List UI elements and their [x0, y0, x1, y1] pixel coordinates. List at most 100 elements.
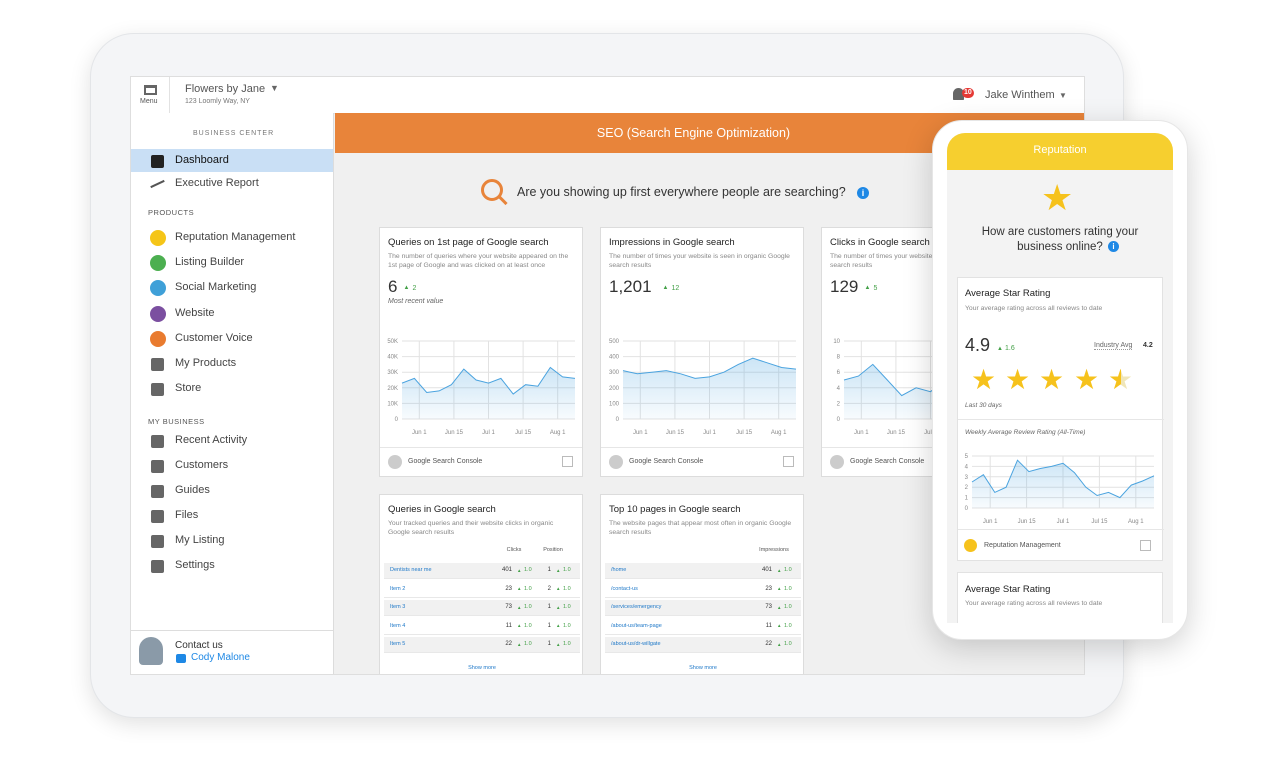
open-icon[interactable]	[783, 456, 794, 467]
nav-item[interactable]: Files	[175, 509, 199, 521]
divider	[131, 630, 333, 631]
cell-value: 73	[765, 604, 772, 611]
nav-item[interactable]: Reputation Management	[175, 231, 296, 243]
card-footer[interactable]: Reputation Management	[984, 542, 1061, 549]
y-tick-label: 4	[837, 386, 841, 392]
card-description: The website pages that appear most often…	[609, 520, 792, 536]
nav-item[interactable]: My Listing	[175, 534, 225, 546]
nav-item[interactable]: Guides	[175, 484, 210, 496]
y-tick-label: 500	[609, 339, 620, 345]
row-label[interactable]: /contact-us	[611, 585, 638, 592]
divider	[169, 77, 170, 113]
cell-value: 22	[765, 641, 772, 648]
cell-value: 23	[505, 585, 512, 592]
row-label[interactable]: Item 2	[390, 585, 406, 592]
up-arrow: ▲	[517, 604, 522, 610]
phone-header-title: Reputation	[1033, 144, 1087, 156]
top-bar	[131, 77, 1084, 114]
divider	[822, 447, 1024, 448]
nav-icon	[150, 305, 166, 322]
y-tick-label: 2	[965, 485, 969, 491]
card-description: Your tracked queries and their website c…	[388, 520, 554, 536]
metric-card: Queries on 1st page of Google search The …	[379, 227, 583, 477]
nav-item[interactable]: Customers	[175, 459, 229, 471]
card-footer[interactable]: Google Search Console	[629, 458, 704, 465]
y-tick-label: 0	[616, 417, 620, 423]
show-more[interactable]: Show more	[689, 665, 717, 671]
nav-icon	[150, 330, 166, 347]
cell-value: 401	[501, 567, 512, 573]
up-arrow: ▲	[556, 586, 561, 592]
show-more[interactable]: Show more	[468, 665, 496, 671]
row-label[interactable]: Item 5	[390, 641, 406, 648]
cell-value: 11	[765, 622, 772, 629]
nav-item[interactable]: My Products	[175, 357, 237, 369]
up-arrow: ▲	[997, 346, 1003, 352]
star: ★	[1039, 364, 1065, 395]
nav-item[interactable]: Customer Voice	[175, 331, 253, 344]
user-name[interactable]: Jake Winthem	[985, 89, 1055, 101]
y-tick-label: 6	[837, 370, 841, 376]
card-title: Top 10 pages in Google search	[609, 504, 741, 515]
cell-value: 1	[547, 622, 551, 629]
menu-label: Menu	[140, 98, 158, 105]
x-tick-label: Jul 15	[736, 430, 753, 436]
bell-icon[interactable]	[953, 88, 964, 100]
y-tick-label: 30K	[387, 370, 398, 376]
row-label[interactable]: Item 3	[390, 604, 406, 611]
nav-item[interactable]: Settings	[175, 559, 215, 571]
cell-change: 1.0	[524, 585, 532, 592]
phone-question: How are customers rating your business o…	[981, 226, 1139, 253]
phone: Reputation ★ How are customers rating your…	[932, 120, 1188, 640]
card-title: Average Star Rating	[965, 584, 1051, 595]
rating-card: Average Star Rating Your average rating a…	[957, 572, 1163, 623]
nav-item[interactable]: Social Marketing	[175, 281, 257, 294]
section-title: PRODUCTS	[148, 208, 195, 217]
up-arrow: ▲	[556, 641, 561, 647]
x-tick-label: Jun 1	[633, 430, 648, 436]
nav-item[interactable]: Store	[175, 382, 202, 395]
metric-change: 12	[671, 285, 680, 292]
x-tick-label: Jul 1	[1057, 519, 1070, 525]
metric-note: Most recent value	[388, 298, 444, 305]
row-label[interactable]: /about-us/team-page	[611, 622, 662, 629]
line-area	[972, 460, 1154, 508]
table-row	[605, 581, 801, 598]
nav-item[interactable]: Listing Builder	[175, 256, 245, 269]
nav-item[interactable]: Website	[175, 306, 215, 319]
table-card: Top 10 pages in Google search The website…	[600, 494, 804, 674]
row-label[interactable]: /about-us/dr-willgate	[611, 641, 661, 648]
x-tick-label: Jun 1	[412, 430, 427, 436]
card-title: Queries in Google search	[388, 504, 496, 515]
line-area	[623, 358, 796, 419]
section-title: BUSINESS CENTER	[193, 130, 275, 137]
nav-item[interactable]: Recent Activity	[175, 434, 248, 446]
cell-change: 1.0	[524, 567, 532, 573]
industry-label: Industry Avg	[1094, 342, 1133, 350]
cell-change: 1.0	[784, 567, 792, 573]
row-label[interactable]: Dentists near me	[390, 567, 432, 573]
metric-value: 129	[830, 277, 859, 296]
nav-item[interactable]: Executive Report	[175, 177, 259, 189]
card-footer[interactable]: Google Search Console	[408, 458, 483, 465]
contact-name[interactable]: Cody Malone	[191, 652, 250, 663]
card-footer[interactable]: Google Search Console	[850, 458, 925, 465]
cell-change: 1.0	[563, 604, 571, 611]
line-chart: 0 1 2 3 4 5 Jun 1 Jun 15 Jul 1 Jul 15 Aug 1	[965, 454, 1155, 525]
cell-change: 1.0	[563, 567, 571, 573]
business-name[interactable]: Flowers by Jane	[185, 83, 266, 95]
table-row	[384, 600, 580, 617]
open-icon[interactable]	[562, 456, 573, 467]
phone-screen: Reputation ★ How are customers rating your…	[947, 133, 1173, 623]
card-description: The number of times your website is seen…	[830, 253, 1011, 269]
up-arrow: ▲	[517, 641, 522, 647]
y-tick-label: 3	[965, 475, 969, 481]
nav-icon	[151, 560, 164, 573]
up-arrow: ▲	[777, 623, 782, 629]
open-icon[interactable]	[1140, 540, 1151, 551]
cell-change: 1.0	[524, 622, 532, 629]
row-label[interactable]: Item 4	[390, 622, 406, 629]
nav-item[interactable]: Dashboard	[175, 154, 229, 166]
row-label[interactable]: /home	[611, 567, 627, 573]
row-label[interactable]: /services/emergency	[611, 604, 662, 611]
